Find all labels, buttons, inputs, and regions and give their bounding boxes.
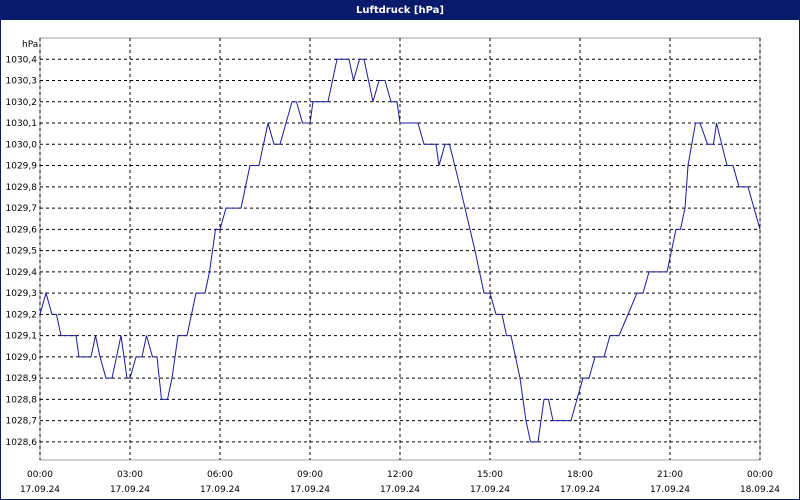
x-tick-date: 17.09.24	[200, 485, 240, 495]
x-tick-label: 09:00	[297, 470, 323, 480]
x-tick-date: 17.09.24	[290, 485, 330, 495]
y-tick-label: 1028,7	[6, 417, 38, 427]
x-tick-label: 15:00	[477, 470, 503, 480]
y-tick-label: 1029,7	[6, 204, 38, 214]
y-tick-label: 1029,6	[6, 225, 38, 235]
y-tick-label: 1029,9	[6, 162, 38, 172]
x-tick-label: 03:00	[117, 470, 143, 480]
y-tick-label: 1030,4	[6, 55, 38, 65]
y-tick-label: 1029,3	[6, 289, 38, 299]
y-tick-label: 1029,2	[6, 310, 38, 320]
x-tick-date: 17.09.24	[20, 485, 60, 495]
x-tick-label: 00:00	[747, 470, 773, 480]
x-tick-label: 00:00	[27, 470, 53, 480]
x-tick-date: 17.09.24	[650, 485, 690, 495]
x-tick-date: 17.09.24	[560, 485, 600, 495]
y-tick-label: 1030,2	[6, 98, 38, 108]
y-tick-label: 1028,6	[6, 438, 38, 448]
window-title: Luftdruck [hPa]	[356, 5, 444, 16]
y-tick-label: 1030,0	[6, 140, 38, 150]
x-tick-label: 06:00	[207, 470, 233, 480]
y-tick-label: 1030,3	[6, 77, 38, 87]
y-tick-label: 1029,1	[6, 332, 38, 342]
y-tick-label: 1030,1	[6, 119, 38, 129]
x-tick-label: 18:00	[567, 470, 593, 480]
x-tick-date: 17.09.24	[380, 485, 420, 495]
line	[39, 58, 761, 443]
y-tick-label: 1028,8	[6, 395, 38, 405]
x-tick-label: 12:00	[387, 470, 413, 480]
y-tick-label: 1029,8	[6, 183, 38, 193]
x-tick-date: 18.09.24	[740, 485, 780, 495]
x-tick-date: 17.09.24	[110, 485, 150, 495]
y-tick-label: 1029,0	[6, 353, 38, 363]
title-bar	[0, 0, 800, 20]
y-tick-label: 1029,4	[6, 268, 38, 278]
x-tick-date: 17.09.24	[470, 485, 510, 495]
y-axis-label: hPa	[22, 40, 38, 50]
x-tick-label: 21:00	[657, 470, 683, 480]
y-tick-label: 1029,5	[6, 247, 38, 257]
y-tick-label: 1028,9	[6, 374, 38, 384]
